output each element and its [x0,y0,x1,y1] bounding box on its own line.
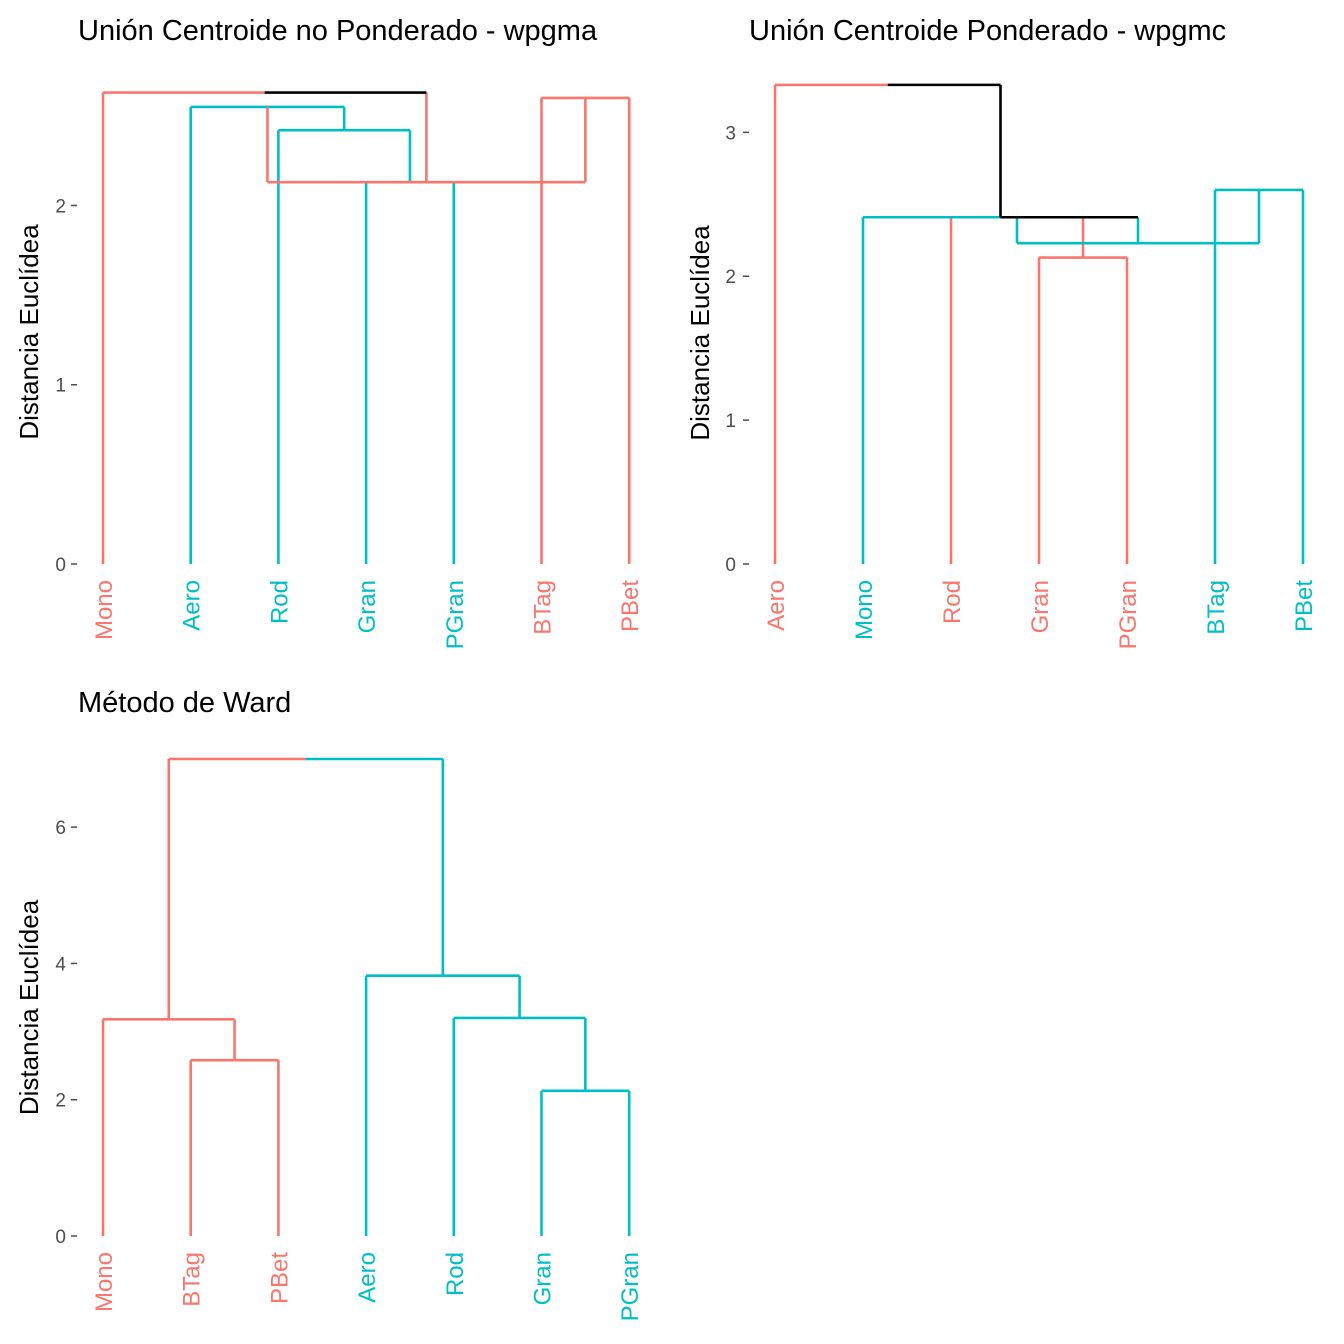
y-tick-label: 2 [55,196,66,217]
chart-title: Unión Centroide no Ponderado - wpgma [78,15,598,47]
dendrogram-panel-1: Unión Centroide no Ponderado - wpgma Dist… [14,15,644,649]
y-tick-label: 0 [55,555,66,576]
leaf-label: Aero [354,1252,381,1303]
y-tick-label: 4 [55,954,66,975]
y-tick-label: 0 [55,1227,66,1248]
y-tick-label: 0 [725,555,736,576]
leaf-label: PBet [1291,580,1318,632]
leaf-label: Mono [91,1252,118,1312]
y-tick-label: 2 [725,267,736,288]
leaf-label: Rod [939,580,966,624]
leaf-label: Rod [266,580,293,624]
y-tick-label: 6 [55,818,66,839]
leaf-label: PGran [442,580,469,649]
leaf-label: Aero [763,580,790,631]
leaf-label: PBet [266,1252,293,1304]
leaf-label: BTag [1203,580,1230,635]
chart-title: Unión Centroide Ponderado - wpgmc [749,15,1226,47]
leaf-label: Aero [179,580,206,631]
y-tick-label: 1 [55,376,66,397]
chart-title: Método de Ward [78,687,291,719]
leaf-label: PBet [617,580,644,632]
y-tick-label: 1 [725,411,736,432]
leaf-label: Mono [91,580,118,640]
leaf-label: Gran [1027,580,1054,633]
y-axis-label: Distancia Euclídea [14,899,44,1115]
leaf-label: BTag [530,580,557,635]
dendrogram-panel-2: Unión Centroide Ponderado - wpgmc Distanc… [685,15,1318,649]
leaf-label: Gran [530,1252,557,1305]
y-axis-label: Distancia Euclídea [14,224,44,440]
leaf-label: Rod [442,1252,469,1296]
y-tick-label: 2 [55,1091,66,1112]
leaf-label: PGran [1115,580,1142,649]
leaf-label: Mono [851,580,878,640]
leaf-label: PGran [617,1252,644,1321]
leaf-label: BTag [179,1252,206,1307]
leaf-label: Gran [354,580,381,633]
y-axis-label: Distancia Euclídea [685,225,715,441]
dendrogram-panel-3: Método de Ward Distancia Euclídea 0 2 4 6 Mono… [14,687,644,1321]
y-tick-label: 3 [725,123,736,144]
